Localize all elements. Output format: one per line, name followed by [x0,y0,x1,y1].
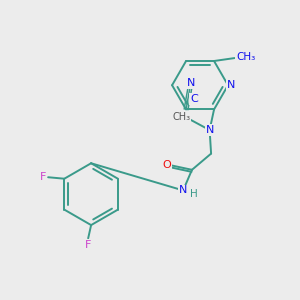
Text: C: C [190,94,198,104]
Text: N: N [178,185,187,195]
Text: CH₃: CH₃ [236,52,256,61]
Text: CH₃: CH₃ [172,112,191,122]
Text: F: F [40,172,46,182]
Text: F: F [84,240,91,250]
Text: O: O [163,160,171,170]
Text: N: N [227,80,236,90]
Text: N: N [187,78,196,88]
Text: H: H [190,189,198,199]
Text: N: N [206,125,214,135]
